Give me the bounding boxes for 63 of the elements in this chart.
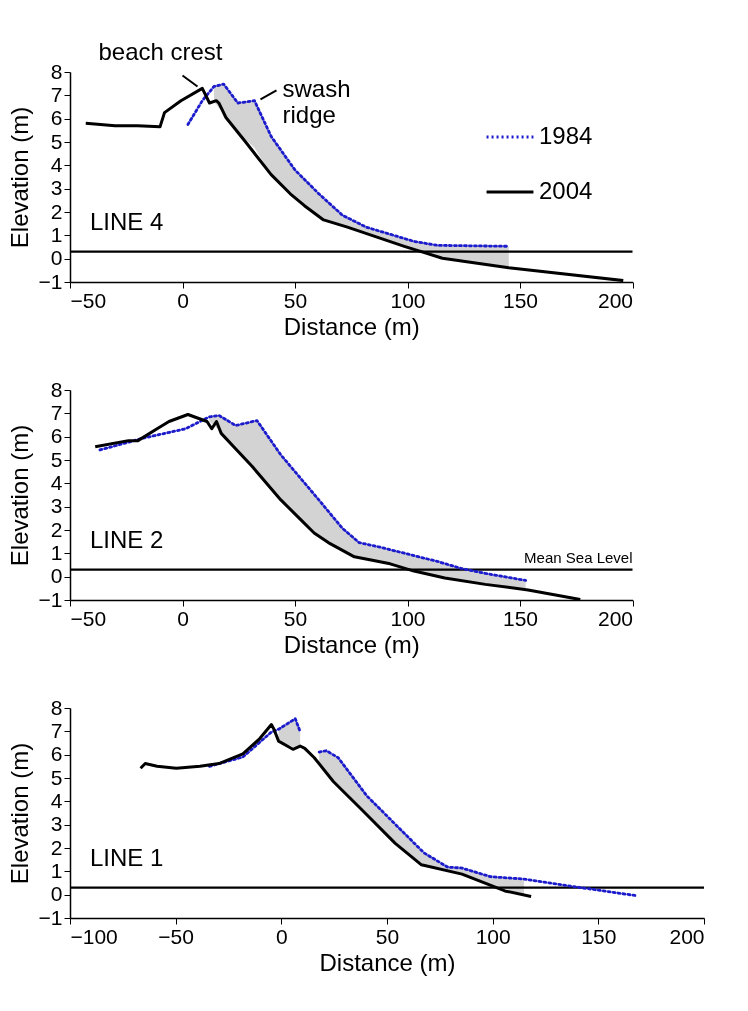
x-tick-label: −50 bbox=[70, 606, 107, 630]
y-tick-label: 3 bbox=[50, 812, 63, 836]
y-tick-label: 4 bbox=[50, 788, 63, 812]
legend-label: 2004 bbox=[539, 177, 593, 204]
y-tick-label: −1 bbox=[38, 269, 63, 293]
y-tick-label: 0 bbox=[50, 564, 63, 588]
x-tick-label: 200 bbox=[669, 924, 705, 948]
x-tick-label: 150 bbox=[581, 924, 617, 948]
ref-line-label: Mean Sea Level bbox=[524, 548, 633, 566]
annotation: beach crest bbox=[98, 37, 223, 65]
y-tick-label: 3 bbox=[50, 494, 63, 518]
y-tick-label: 6 bbox=[50, 742, 63, 766]
x-axis-title: Distance (m) bbox=[283, 312, 420, 340]
y-tick-label: 6 bbox=[50, 106, 63, 130]
x-axis-title: Distance (m) bbox=[319, 948, 456, 976]
y-tick-label: 4 bbox=[50, 470, 63, 494]
x-tick-label: 0 bbox=[177, 288, 189, 312]
y-tick-label: 7 bbox=[50, 82, 63, 106]
x-tick-label: 50 bbox=[283, 606, 308, 630]
y-tick-label: 8 bbox=[50, 377, 63, 401]
y-tick-label: 2 bbox=[50, 835, 63, 859]
x-tick-label: 100 bbox=[475, 924, 511, 948]
x-tick-label: 50 bbox=[375, 924, 400, 948]
legend-label: 1984 bbox=[539, 122, 593, 149]
x-tick-label: 0 bbox=[275, 924, 288, 948]
x-tick-label: 100 bbox=[390, 606, 426, 630]
x-axis-title: Distance (m) bbox=[283, 630, 420, 658]
y-tick-label: 5 bbox=[50, 765, 63, 789]
x-tick-label: 0 bbox=[177, 606, 189, 630]
x-tick-label: 50 bbox=[283, 288, 308, 312]
x-tick-label: −50 bbox=[158, 924, 194, 948]
annotation: LINE 2 bbox=[90, 526, 164, 554]
x-tick-label: −100 bbox=[70, 924, 118, 948]
y-axis-title: Elevation (m) bbox=[5, 424, 33, 567]
y-tick-label: 4 bbox=[50, 152, 63, 176]
y-tick-label: −1 bbox=[38, 587, 63, 611]
y-tick-label: 6 bbox=[50, 424, 63, 448]
y-tick-label: 5 bbox=[50, 129, 63, 153]
x-tick-label: −50 bbox=[70, 288, 107, 312]
x-tick-label: 200 bbox=[597, 288, 633, 312]
x-tick-label: 100 bbox=[390, 288, 426, 312]
x-tick-label: 150 bbox=[502, 288, 539, 312]
y-tick-label: 0 bbox=[50, 246, 63, 270]
y-tick-label: 7 bbox=[50, 718, 63, 742]
y-tick-label: 1 bbox=[50, 222, 63, 246]
x-tick-label: 200 bbox=[597, 606, 633, 630]
y-tick-label: 5 bbox=[50, 447, 63, 471]
y-axis-title: Elevation (m) bbox=[5, 106, 33, 249]
annotation: LINE 1 bbox=[90, 844, 164, 872]
y-tick-label: 2 bbox=[50, 517, 63, 541]
x-tick-label: 150 bbox=[502, 606, 539, 630]
y-tick-label: −1 bbox=[38, 905, 63, 929]
annotation: LINE 4 bbox=[90, 208, 164, 236]
y-tick-label: 8 bbox=[50, 695, 63, 719]
annotation: swash ridge bbox=[282, 75, 351, 129]
y-tick-label: 1 bbox=[50, 540, 63, 564]
y-tick-label: 2 bbox=[50, 199, 63, 223]
y-tick-label: 3 bbox=[50, 176, 63, 200]
y-axis-title: Elevation (m) bbox=[5, 742, 33, 885]
y-tick-label: 8 bbox=[50, 59, 63, 83]
y-tick-label: 0 bbox=[50, 882, 63, 906]
y-tick-label: 1 bbox=[50, 858, 63, 882]
y-tick-label: 7 bbox=[50, 400, 63, 424]
